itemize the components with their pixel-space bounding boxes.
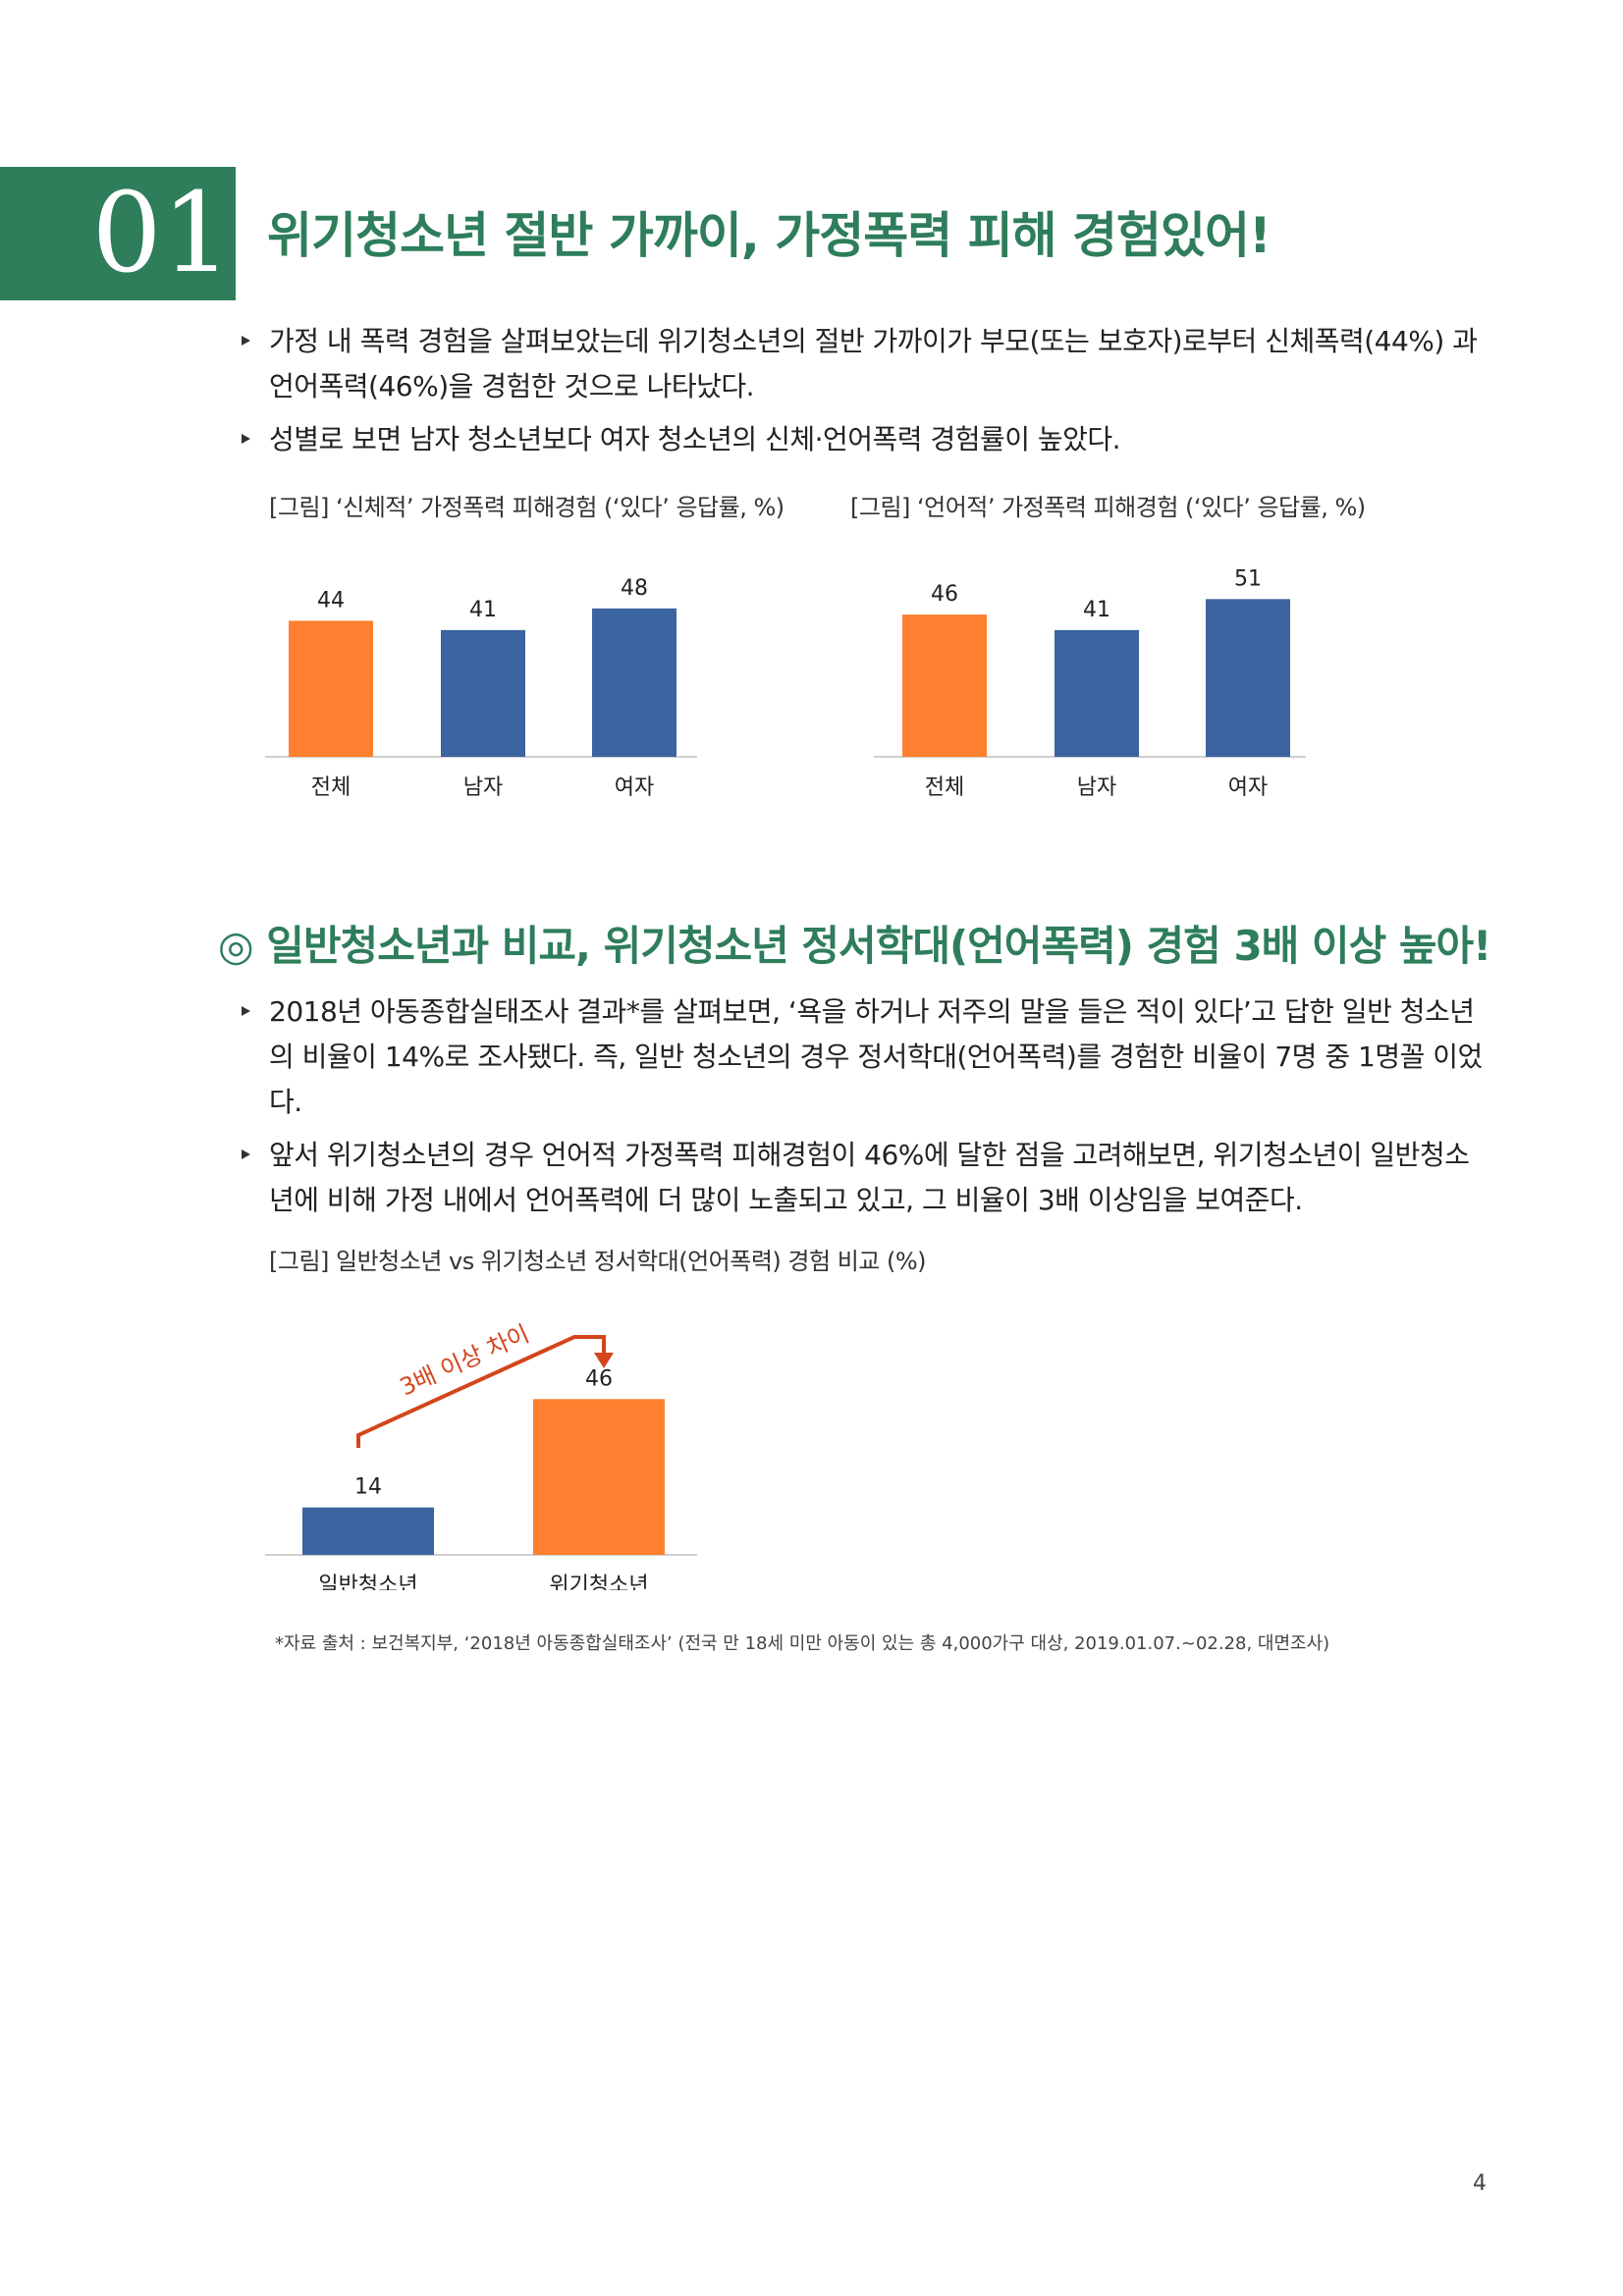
- category-label: 전체: [925, 775, 964, 800]
- annotation-arrowhead-icon: [594, 1353, 614, 1368]
- physical-violence-chart: 44 전체 41 남자 48 여자: [265, 576, 697, 800]
- bullet-icon: [242, 434, 250, 444]
- bullet-item: 성별로 보면 남자 청소년보다 여자 청소년의 신체·언어폭력 경험률이 높았다…: [242, 417, 1488, 462]
- bullet-text: 앞서 위기청소년의 경우 언어적 가정폭력 피해경험이 46%에 달한 점을 고…: [269, 1139, 1470, 1216]
- source-note: *자료 출처 : 보건복지부, ‘2018년 아동종합실태조사’ (전국 만 1…: [275, 1633, 1330, 1654]
- data-label: 48: [621, 576, 648, 601]
- category-label: 일반청소년: [318, 1574, 417, 1590]
- category-label: 남자: [463, 775, 503, 800]
- bullet-icon: [242, 1149, 250, 1159]
- category-label: 남자: [1077, 775, 1116, 800]
- data-label: 14: [354, 1475, 382, 1500]
- data-label: 46: [585, 1366, 613, 1391]
- subsection-title: ◎ 일반청소년과 비교, 위기청소년 정서학대(언어폭력) 경험 3배 이상 높…: [218, 922, 1491, 970]
- bullet-list-2: 2018년 아동종합실태조사 결과*를 살펴보면, ‘욕을 하거나 저주의 말을…: [242, 989, 1488, 1231]
- bar: [592, 608, 676, 757]
- bullet-text: 가정 내 폭력 경험을 살펴보았는데 위기청소년의 절반 가까이가 부모(또는 …: [269, 325, 1478, 402]
- bar: [902, 614, 987, 757]
- section-title: 위기청소년 절반 가까이, 가정폭력 피해 경험있어!: [267, 207, 1271, 264]
- bullet-item: 앞서 위기청소년의 경우 언어적 가정폭력 피해경험이 46%에 달한 점을 고…: [242, 1133, 1488, 1223]
- category-label: 여자: [615, 775, 654, 800]
- bullet-list-1: 가정 내 폭력 경험을 살펴보았는데 위기청소년의 절반 가까이가 부모(또는 …: [242, 319, 1488, 470]
- bullet-item: 가정 내 폭력 경험을 살펴보았는데 위기청소년의 절반 가까이가 부모(또는 …: [242, 319, 1488, 409]
- bar: [289, 620, 373, 757]
- category-label: 여자: [1228, 775, 1268, 800]
- category-label: 전체: [311, 775, 351, 800]
- bullet-icon: [242, 336, 250, 346]
- page-number: 4: [1473, 2171, 1487, 2196]
- bullet-icon: [242, 1006, 250, 1016]
- chart2-caption: [그림] ‘언어적’ 가정폭력 피해경험 (‘있다’ 응답률, %): [850, 494, 1366, 521]
- data-label: 41: [469, 598, 497, 622]
- verbal-violence-chart: 46 전체 41 남자 51 여자: [874, 566, 1306, 800]
- bullet-text: 성별로 보면 남자 청소년보다 여자 청소년의 신체·언어폭력 경험률이 높았다…: [269, 423, 1121, 455]
- category-label: 위기청소년: [549, 1574, 648, 1590]
- bar: [1206, 599, 1290, 757]
- data-label: 41: [1083, 598, 1110, 622]
- bullet-item: 2018년 아동종합실태조사 결과*를 살펴보면, ‘욕을 하거나 저주의 말을…: [242, 989, 1488, 1125]
- chart1-caption: [그림] ‘신체적’ 가정폭력 피해경험 (‘있다’ 응답률, %): [269, 494, 784, 521]
- bullet-text: 2018년 아동종합실태조사 결과*를 살펴보면, ‘욕을 하거나 저주의 말을…: [269, 995, 1483, 1118]
- bar: [302, 1507, 434, 1555]
- data-label: 46: [931, 582, 958, 607]
- data-label: 44: [317, 588, 345, 613]
- bar: [441, 629, 525, 757]
- data-label: 51: [1234, 566, 1262, 591]
- bar: [533, 1399, 665, 1555]
- annotation-arrow-line: [356, 1335, 606, 1448]
- section-number: 01: [0, 167, 236, 300]
- bar: [1055, 629, 1139, 757]
- chart3-caption: [그림] 일반청소년 vs 위기청소년 정서학대(언어폭력) 경험 비교 (%): [269, 1248, 927, 1275]
